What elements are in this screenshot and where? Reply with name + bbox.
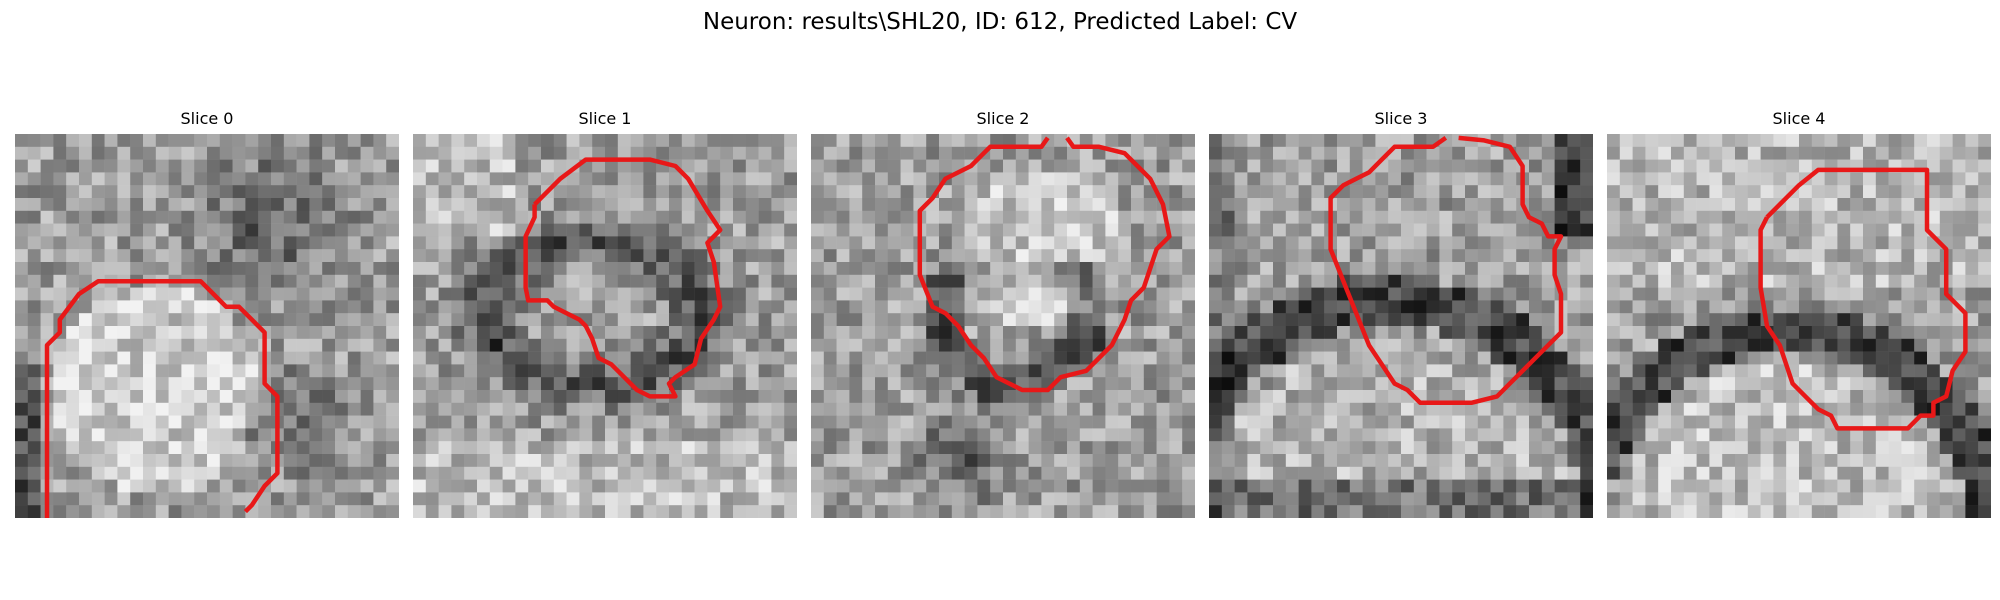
microscopy-pixel-grid <box>1607 134 1991 518</box>
slice-2-microscopy-image <box>811 134 1195 518</box>
slice-title: Slice 3 <box>1374 109 1428 128</box>
slice-panel-2: Slice 2 <box>811 108 1195 522</box>
figure-title: Neuron: results\SHL20, ID: 612, Predicte… <box>702 9 1298 35</box>
slice-title: Slice 2 <box>976 109 1030 128</box>
microscopy-pixel-grid <box>1209 134 1593 518</box>
slice-4-microscopy-image <box>1607 134 1991 518</box>
microscopy-pixel-grid <box>811 134 1195 518</box>
cell-contour <box>1758 167 1968 431</box>
slice-panel-1: Slice 1 <box>413 108 797 522</box>
slice-panel-0: Slice 0 <box>15 108 399 522</box>
slice-panel-4: Slice 4 <box>1607 108 1991 522</box>
slice-title: Slice 0 <box>180 109 234 128</box>
cell-contour <box>1328 135 1564 406</box>
slice-panel-3: Slice 3 <box>1209 108 1593 522</box>
cell-contour <box>44 278 280 518</box>
cell-contour <box>523 157 723 399</box>
slice-1-microscopy-image <box>413 134 797 518</box>
slice-0-microscopy-image <box>15 134 399 518</box>
microscopy-pixel-grid <box>413 134 797 518</box>
slice-title: Slice 4 <box>1772 109 1826 128</box>
cell-contour <box>917 136 1172 393</box>
microscopy-pixel-grid <box>15 134 399 518</box>
slice-title: Slice 1 <box>578 109 632 128</box>
slice-3-microscopy-image <box>1209 134 1593 518</box>
